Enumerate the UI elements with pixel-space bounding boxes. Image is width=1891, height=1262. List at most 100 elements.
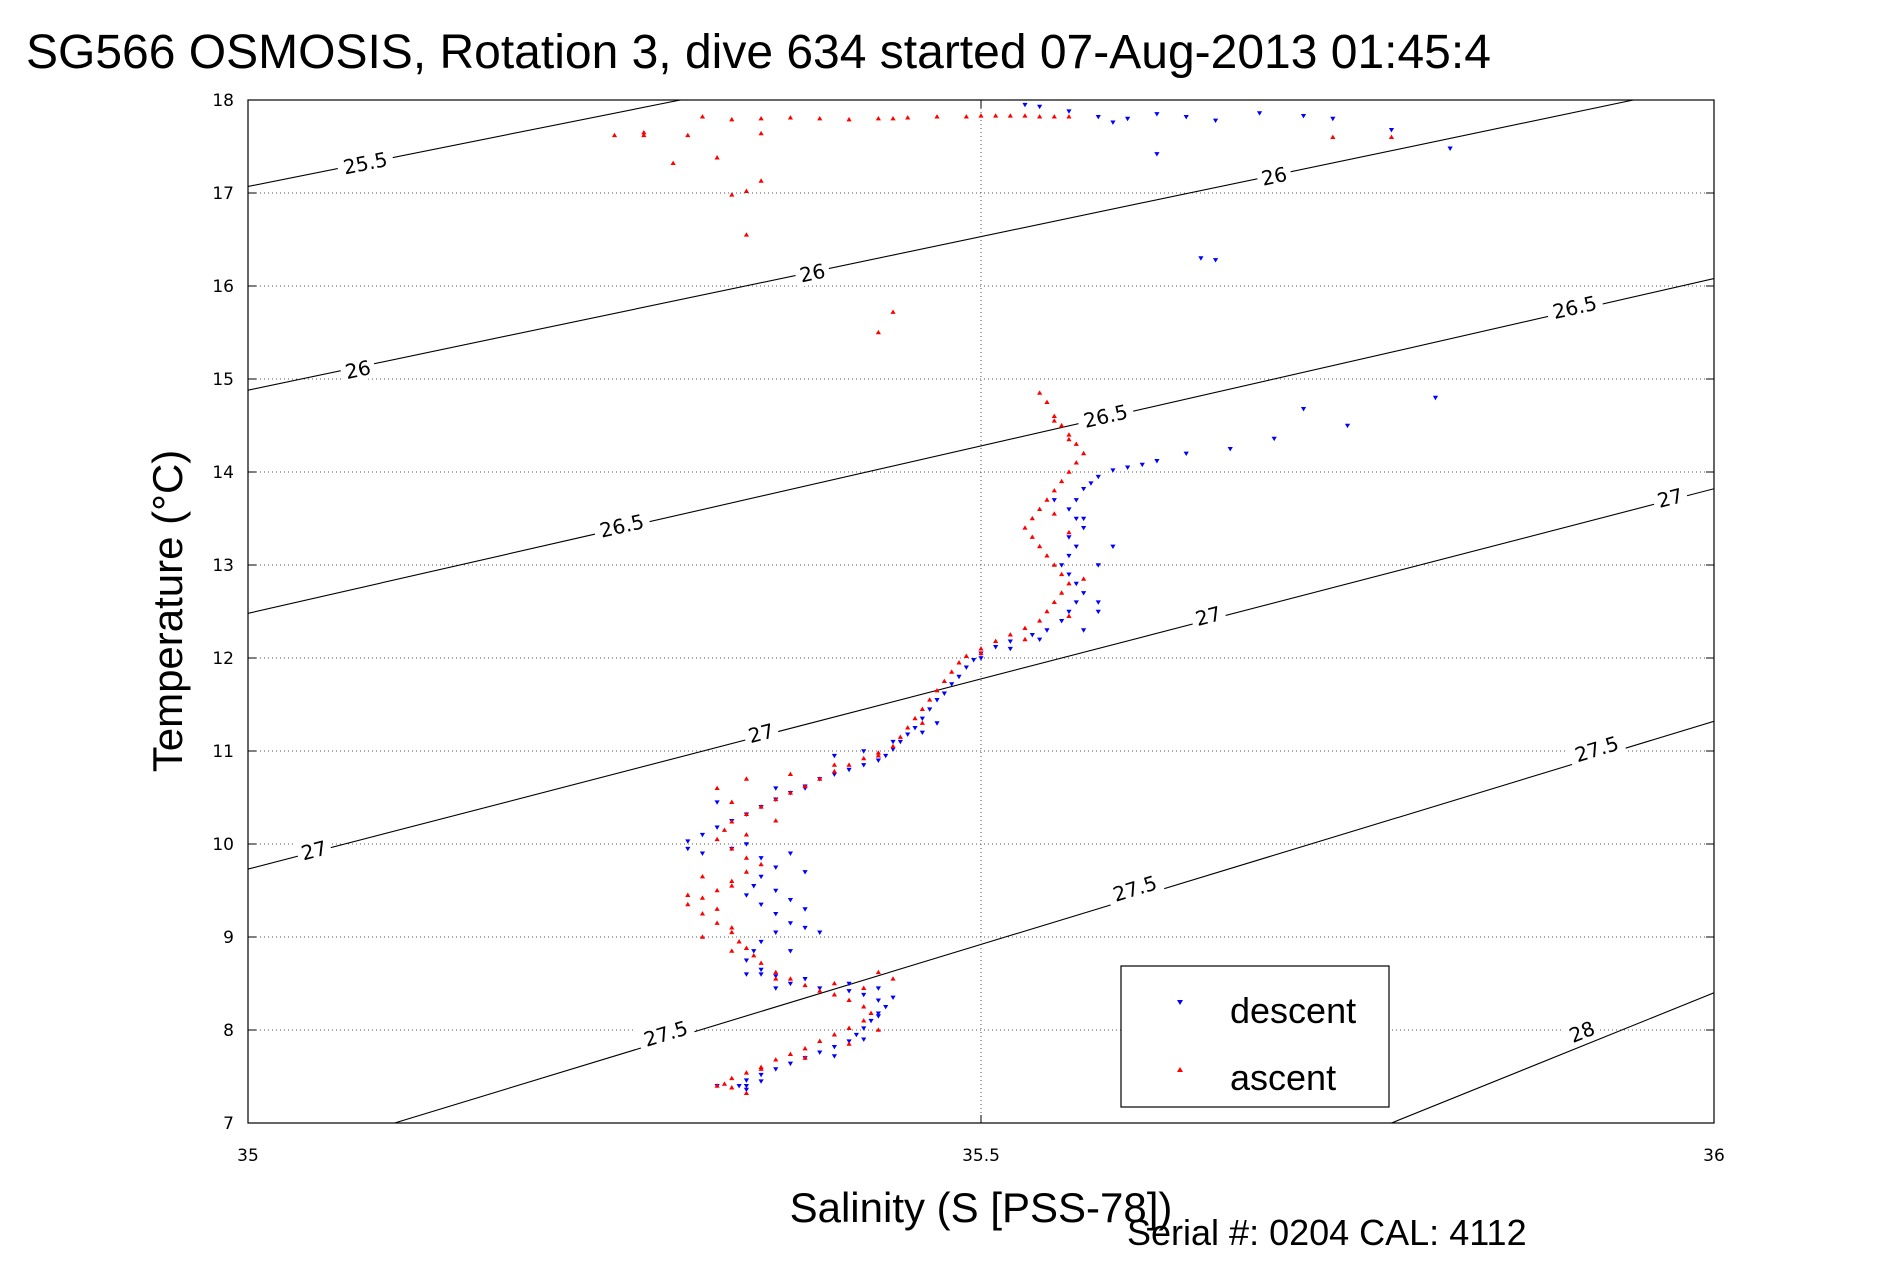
descent-point [1059, 563, 1065, 568]
descent-point [714, 800, 720, 805]
ascent-point [1037, 618, 1043, 623]
ascent-point [1066, 529, 1072, 535]
ascent-point [846, 1041, 852, 1046]
descent-point [1037, 104, 1043, 110]
descent-point [883, 753, 889, 759]
ascent-point [714, 1083, 720, 1088]
axis-ticks: 35 35.5 36 7 8 9 10 11 12 13 14 15 16 17 18 [212, 91, 1724, 1166]
ascent-point [743, 1070, 750, 1075]
ascent-point [993, 113, 999, 118]
isopycnal-label-gap [335, 145, 395, 180]
descent-point [802, 977, 808, 982]
ascent-point [729, 192, 735, 197]
isopycnal-label-gap [635, 1013, 696, 1053]
x-axis-label: Salinity (S [PSS-78]) [790, 1184, 1173, 1231]
ascent-point [802, 1055, 808, 1060]
descent-point [875, 758, 881, 763]
serial-cal-footer: Serial #: 0204 CAL: 4112 [1127, 1212, 1527, 1253]
descent-point [743, 1084, 750, 1089]
isopycnal-label-gap [1561, 1013, 1602, 1049]
descent-point [787, 921, 794, 926]
descent-point [1125, 116, 1131, 122]
descent-point [802, 925, 808, 931]
descent-point [875, 998, 881, 1003]
ascent-point [919, 720, 925, 725]
ascent-point [758, 178, 764, 183]
descent-point [1212, 258, 1219, 263]
descent-point [846, 989, 852, 994]
descent-point [1007, 639, 1013, 644]
descent-point [787, 981, 794, 987]
descent-point [1432, 395, 1439, 401]
descent-point [787, 949, 794, 954]
ascent-point [1330, 134, 1336, 139]
descent-point [875, 1014, 881, 1019]
ascent-point [875, 753, 881, 758]
isopycnal-label-gap [1188, 599, 1228, 632]
descent-point [831, 753, 837, 759]
descent-point [861, 1026, 867, 1031]
descent-point [831, 1044, 837, 1050]
ascent-point [670, 160, 676, 166]
ascent-point [890, 743, 896, 749]
ascent-point [963, 653, 969, 658]
ascent-point [846, 1025, 852, 1030]
isopycnal-line [394, 720, 1714, 1123]
descent-point [875, 986, 881, 991]
isopycnal-lines [248, 100, 1714, 1123]
isopycnal-line [248, 278, 1714, 614]
descent-point [802, 907, 808, 912]
x-tick-label: 36 [1703, 1146, 1725, 1166]
ascent-point [978, 113, 984, 118]
figure-title: SG566 OSMOSIS, Rotation 3, dive 634 star… [26, 26, 1491, 79]
descent-point [890, 995, 896, 1001]
isopycnal-label-gap [1566, 728, 1627, 768]
descent-point [1095, 114, 1101, 120]
descent-point [699, 851, 706, 856]
ascent-point [1066, 613, 1072, 618]
ascent-point [641, 129, 647, 135]
ascent-point [787, 976, 794, 981]
descent-point [773, 786, 779, 791]
legend-box [1120, 965, 1390, 1108]
descent-point [1139, 462, 1145, 468]
ascent-point [1007, 113, 1013, 118]
isopycnal-line [1391, 992, 1714, 1123]
ascent-point [729, 799, 735, 804]
ascent-point [758, 1066, 764, 1071]
descent-point [787, 851, 794, 856]
ascent-point [802, 982, 808, 988]
descent-point [1344, 423, 1351, 429]
descent-point [758, 874, 764, 880]
ascent-point [1081, 450, 1087, 456]
y-tick-label: 18 [212, 91, 234, 111]
descent-point [861, 749, 867, 754]
descent-point [1081, 628, 1087, 633]
descent-point [1154, 459, 1160, 464]
ascent-point [743, 811, 750, 817]
legend: descent ascent [1120, 965, 1390, 1108]
ascent-point [905, 115, 911, 120]
isopycnal-label: 26 [1254, 160, 1294, 191]
ascent-point [831, 992, 837, 997]
descent-point [714, 825, 720, 830]
descent-point [736, 1084, 742, 1089]
ascent-point [787, 115, 794, 120]
ascent-point [743, 855, 750, 860]
ascent-point [773, 976, 779, 981]
ascent-point [1044, 497, 1050, 502]
descent-point [1066, 535, 1072, 540]
ascent-point [736, 939, 742, 944]
descent-point [1066, 553, 1072, 559]
descent-point [890, 739, 896, 745]
legend-descent-marker [1177, 1000, 1183, 1005]
descent-point [971, 658, 977, 663]
ascent-point [927, 697, 933, 702]
descent-point [978, 656, 984, 661]
descent-point [1110, 120, 1116, 125]
ascent-point [699, 873, 706, 879]
ascent-point [1044, 399, 1050, 405]
descent-point [1300, 114, 1307, 119]
descent-point [743, 972, 750, 977]
